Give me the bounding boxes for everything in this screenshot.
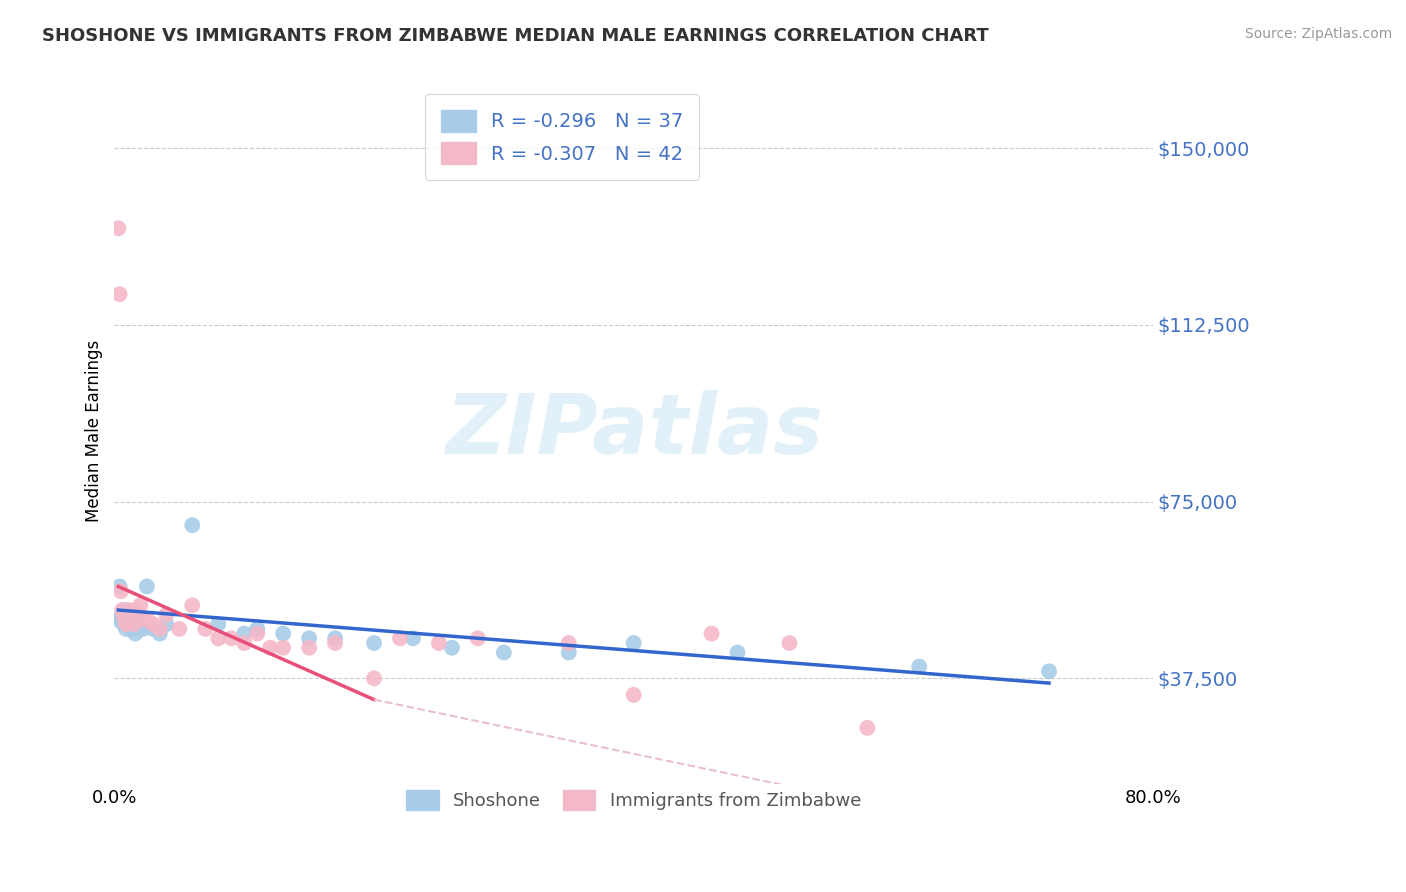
Point xyxy=(427,636,450,650)
Point xyxy=(246,622,269,636)
Point xyxy=(107,612,129,626)
Point xyxy=(127,612,149,626)
Point xyxy=(298,632,321,646)
Point xyxy=(122,617,145,632)
Point xyxy=(440,640,463,655)
Point xyxy=(323,632,346,646)
Point xyxy=(388,632,411,646)
Point xyxy=(127,607,149,622)
Point xyxy=(120,612,142,626)
Point xyxy=(219,632,242,646)
Point xyxy=(233,636,256,650)
Point xyxy=(117,612,139,626)
Point xyxy=(181,518,204,533)
Point xyxy=(121,622,143,636)
Point xyxy=(108,579,131,593)
Point xyxy=(118,603,141,617)
Point xyxy=(194,622,217,636)
Point xyxy=(623,636,645,650)
Point xyxy=(700,626,723,640)
Point xyxy=(118,607,141,622)
Point xyxy=(115,622,138,636)
Point xyxy=(259,640,281,655)
Point xyxy=(114,603,136,617)
Point xyxy=(1038,665,1060,679)
Point xyxy=(110,584,132,599)
Point xyxy=(142,617,165,632)
Point xyxy=(129,599,152,613)
Point xyxy=(856,721,879,735)
Point xyxy=(125,607,148,622)
Point xyxy=(111,603,134,617)
Point xyxy=(110,612,132,626)
Point xyxy=(363,636,385,650)
Point xyxy=(132,622,155,636)
Point xyxy=(271,640,294,655)
Point xyxy=(108,287,131,301)
Point xyxy=(135,579,157,593)
Point xyxy=(169,622,191,636)
Point xyxy=(117,607,139,622)
Point xyxy=(142,622,165,636)
Text: ZIPatlas: ZIPatlas xyxy=(444,391,823,472)
Point xyxy=(129,617,152,632)
Point xyxy=(124,603,146,617)
Y-axis label: Median Male Earnings: Median Male Earnings xyxy=(86,340,103,522)
Point xyxy=(121,612,143,626)
Point xyxy=(155,617,177,632)
Point xyxy=(402,632,425,646)
Point xyxy=(908,659,931,673)
Text: SHOSHONE VS IMMIGRANTS FROM ZIMBABWE MEDIAN MALE EARNINGS CORRELATION CHART: SHOSHONE VS IMMIGRANTS FROM ZIMBABWE MED… xyxy=(42,27,988,45)
Point xyxy=(135,612,157,626)
Point xyxy=(149,626,172,640)
Legend: Shoshone, Immigrants from Zimbabwe: Shoshone, Immigrants from Zimbabwe xyxy=(392,775,876,825)
Point xyxy=(298,640,321,655)
Point xyxy=(122,617,145,632)
Point xyxy=(118,612,141,626)
Point xyxy=(155,607,177,622)
Point xyxy=(118,617,141,632)
Text: Source: ZipAtlas.com: Source: ZipAtlas.com xyxy=(1244,27,1392,41)
Point xyxy=(246,626,269,640)
Point xyxy=(207,617,229,632)
Point xyxy=(558,645,581,659)
Point xyxy=(115,617,138,632)
Point xyxy=(207,632,229,646)
Point xyxy=(181,599,204,613)
Point xyxy=(132,612,155,626)
Point xyxy=(323,636,346,650)
Point xyxy=(112,607,135,622)
Point xyxy=(124,626,146,640)
Point xyxy=(111,607,134,622)
Point xyxy=(112,617,135,632)
Point xyxy=(727,645,749,659)
Point xyxy=(114,612,136,626)
Point xyxy=(271,626,294,640)
Point xyxy=(149,622,172,636)
Point xyxy=(492,645,515,659)
Point xyxy=(778,636,800,650)
Point xyxy=(363,672,385,686)
Point xyxy=(120,607,142,622)
Point xyxy=(558,636,581,650)
Point xyxy=(233,626,256,640)
Point xyxy=(467,632,489,646)
Point xyxy=(107,221,129,235)
Point xyxy=(623,688,645,702)
